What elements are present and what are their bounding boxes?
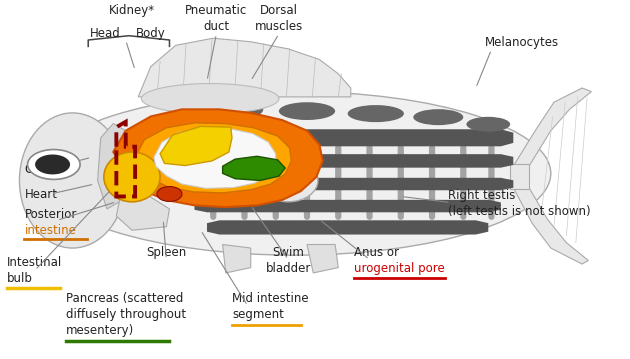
- Polygon shape: [98, 123, 126, 209]
- Ellipse shape: [466, 117, 510, 132]
- Text: Gills: Gills: [25, 163, 50, 176]
- Polygon shape: [160, 126, 232, 165]
- Polygon shape: [513, 188, 588, 264]
- Polygon shape: [182, 154, 513, 168]
- Ellipse shape: [201, 164, 263, 205]
- Polygon shape: [113, 109, 323, 207]
- Polygon shape: [222, 244, 251, 273]
- Polygon shape: [195, 200, 501, 212]
- Text: Mid intestine: Mid intestine: [232, 292, 309, 305]
- Polygon shape: [207, 220, 488, 234]
- Text: Dorsal: Dorsal: [260, 4, 298, 17]
- Text: Swim: Swim: [272, 246, 304, 259]
- Text: Heart: Heart: [25, 188, 57, 201]
- Text: muscles: muscles: [255, 20, 303, 33]
- Ellipse shape: [38, 92, 551, 255]
- Polygon shape: [117, 186, 169, 230]
- Ellipse shape: [141, 84, 279, 114]
- Text: Anus or: Anus or: [354, 246, 399, 259]
- Text: Pancreas (scattered: Pancreas (scattered: [66, 292, 184, 305]
- Text: Spleen: Spleen: [146, 246, 186, 259]
- Polygon shape: [222, 156, 285, 181]
- Ellipse shape: [279, 102, 335, 120]
- Text: urogenital pore: urogenital pore: [354, 262, 445, 275]
- Text: mesentery): mesentery): [66, 324, 135, 337]
- Text: Posterior: Posterior: [25, 208, 77, 222]
- Text: diffusely throughout: diffusely throughout: [66, 308, 186, 321]
- Polygon shape: [138, 38, 351, 97]
- Text: Head: Head: [90, 27, 121, 40]
- Ellipse shape: [104, 152, 160, 202]
- Text: Melanocytes: Melanocytes: [485, 36, 559, 49]
- Text: Body: Body: [136, 27, 166, 40]
- Ellipse shape: [258, 159, 318, 202]
- Text: Kidney*: Kidney*: [109, 4, 155, 17]
- Polygon shape: [510, 164, 529, 189]
- Ellipse shape: [157, 187, 182, 201]
- Polygon shape: [188, 178, 513, 190]
- Polygon shape: [513, 88, 592, 166]
- Text: duct: duct: [203, 20, 229, 33]
- Text: bulb: bulb: [7, 272, 33, 285]
- Circle shape: [28, 150, 80, 180]
- Polygon shape: [307, 244, 338, 273]
- Ellipse shape: [20, 113, 126, 248]
- Text: Right testis: Right testis: [448, 189, 515, 202]
- Ellipse shape: [413, 109, 463, 125]
- Text: segment: segment: [232, 308, 284, 321]
- Polygon shape: [135, 123, 292, 193]
- Text: intestine: intestine: [25, 224, 76, 237]
- Text: (left testis is not shown): (left testis is not shown): [448, 205, 590, 218]
- Text: Intestinal: Intestinal: [7, 256, 62, 269]
- Ellipse shape: [348, 105, 404, 122]
- Ellipse shape: [213, 99, 263, 119]
- Polygon shape: [154, 128, 276, 188]
- Text: Pneumatic: Pneumatic: [185, 4, 248, 17]
- Circle shape: [35, 154, 70, 174]
- Text: bladder: bladder: [266, 262, 311, 275]
- Polygon shape: [182, 129, 513, 146]
